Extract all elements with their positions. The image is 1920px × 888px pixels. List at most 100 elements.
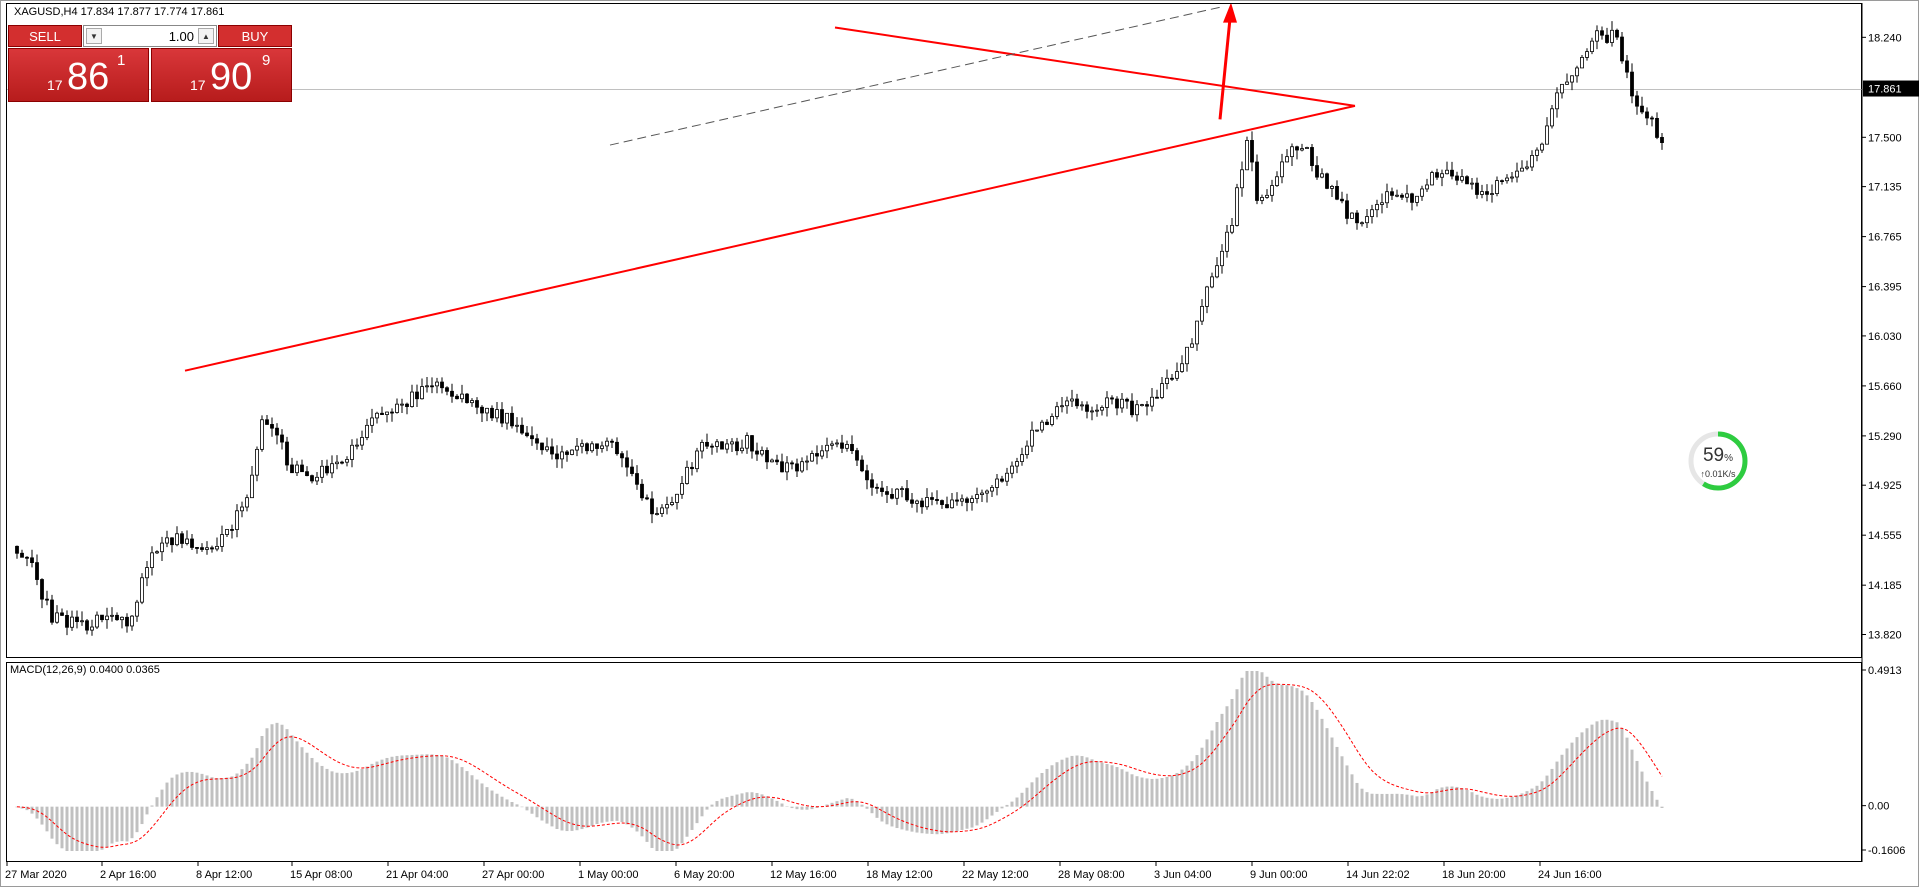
candle-body (655, 513, 659, 515)
buy-price-display[interactable]: 17 90 9 (151, 48, 292, 102)
candle-body (960, 498, 964, 502)
candle-body (965, 498, 969, 503)
candle-body (1295, 146, 1299, 151)
candle-body (105, 615, 109, 621)
candle-body (390, 411, 394, 414)
candle-body (1570, 75, 1574, 83)
price-tick-label: 14.185 (1868, 580, 1902, 592)
candle-body (680, 483, 684, 495)
candle-body (185, 538, 189, 544)
candle-body (1215, 265, 1219, 278)
candle-body (1145, 404, 1149, 407)
candle-body (855, 450, 859, 461)
candle-body (95, 614, 99, 628)
price-chart (7, 4, 1863, 636)
macd-signal-line (16, 683, 1663, 848)
candle-body (375, 412, 379, 419)
candle-body (615, 441, 619, 455)
candle-body (1655, 117, 1659, 138)
candle-body (1545, 125, 1549, 145)
candle-body (620, 453, 624, 459)
candle-body (745, 435, 749, 449)
progress-ring-icon (1688, 431, 1748, 491)
candle-body (1070, 398, 1074, 402)
candle-body (305, 471, 309, 477)
candle-body (1270, 185, 1274, 196)
candle-body (20, 552, 24, 558)
candle-body (270, 424, 274, 429)
sell-price-pip: 1 (117, 52, 126, 69)
candle-body (1035, 429, 1039, 432)
candle-body (460, 393, 464, 400)
candle-body (1565, 81, 1569, 85)
candle-body (1140, 404, 1144, 406)
time-tick-label: 14 Jun 22:02 (1346, 869, 1410, 881)
candle-body (780, 461, 784, 473)
price-chart-panel[interactable] (6, 3, 1863, 658)
candle-body (1435, 172, 1439, 178)
candle-body (1210, 276, 1214, 288)
candle-body (1425, 184, 1429, 190)
candle-body (1290, 146, 1294, 158)
candle-body (1135, 404, 1139, 416)
lot-size-stepper[interactable]: ▼ ▲ (83, 25, 217, 47)
candle-body (1310, 147, 1314, 166)
candle-body (1585, 51, 1589, 58)
candle-body (875, 486, 879, 489)
network-percent-value: 59 (1702, 445, 1725, 466)
lot-size-input[interactable] (106, 28, 194, 44)
candle-body (925, 497, 929, 508)
candle-body (1415, 195, 1419, 203)
candle-body (975, 494, 979, 499)
candle-body (1125, 398, 1129, 402)
candle-body (915, 500, 919, 504)
candle-body (1260, 197, 1264, 201)
candle-body (70, 616, 74, 628)
macd-panel[interactable] (6, 662, 1862, 862)
candle-body (980, 492, 984, 495)
candle-body (1110, 397, 1114, 400)
candle-body (1255, 161, 1259, 201)
candle-body (1385, 191, 1389, 204)
candle-body (190, 538, 194, 548)
candle-body (200, 547, 204, 550)
candle-body (890, 494, 894, 499)
candle-body (465, 393, 469, 404)
candle-body (575, 445, 579, 451)
candle-body (695, 450, 699, 470)
sell-price-display[interactable]: 17 86 1 (8, 48, 149, 102)
chevron-up-icon[interactable]: ▲ (198, 28, 214, 44)
candle-body (150, 552, 154, 568)
candle-body (160, 542, 164, 553)
sell-button[interactable]: SELL (8, 25, 82, 47)
candle-body (1560, 83, 1564, 94)
candle-body (660, 507, 664, 514)
chevron-down-icon[interactable]: ▼ (86, 28, 102, 44)
candle-body (1465, 176, 1469, 185)
candle-body (1580, 57, 1584, 69)
candle-body (315, 476, 319, 482)
network-speed-widget[interactable]: 59% ↑0.01K/s (1686, 429, 1750, 493)
candle-body (1115, 398, 1119, 409)
candle-body (1160, 383, 1164, 398)
candle-body (545, 446, 549, 451)
time-tick-label: 24 Jun 16:00 (1538, 869, 1602, 881)
candle-body (385, 411, 389, 415)
candle-body (725, 443, 729, 450)
candle-body (825, 444, 829, 452)
candle-body (485, 407, 489, 414)
price-tick-label: 13.820 (1868, 629, 1902, 641)
buy-button[interactable]: BUY (218, 25, 292, 47)
candle-body (425, 385, 429, 388)
candle-body (55, 612, 59, 623)
candle-body (900, 488, 904, 490)
candle-body (945, 504, 949, 509)
network-percent: 59% (1686, 445, 1750, 467)
candle-body (985, 490, 989, 494)
candle-body (1330, 186, 1334, 189)
buy-price-pip: 9 (262, 52, 271, 69)
candle-body (1340, 198, 1344, 202)
candle-body (1200, 305, 1204, 322)
candle-body (910, 499, 914, 504)
